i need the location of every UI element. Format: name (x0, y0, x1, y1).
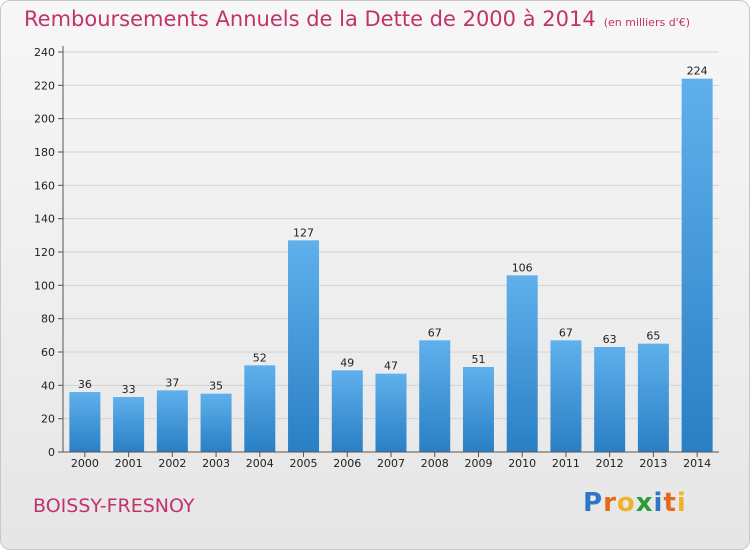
y-tick-label: 200 (34, 113, 55, 126)
data-label-2013: 65 (646, 330, 660, 343)
bar-2009 (462, 367, 494, 452)
bars-group: 36 33 37 35 52 127 49 47 67 51 106 67 63 65 224 (69, 65, 713, 453)
y-tick-label: 120 (34, 246, 55, 259)
x-tick-label-2012: 2012 (596, 457, 624, 470)
data-label-2009: 51 (471, 353, 485, 366)
logo-letter: i (676, 488, 687, 518)
chart-title-text: Remboursements Annuels de la Dette de 20… (24, 7, 596, 31)
logo-letter: P (583, 488, 604, 518)
x-tick-label-2010: 2010 (508, 457, 536, 470)
bar-2003 (200, 393, 232, 452)
x-tick-label-2004: 2004 (246, 457, 274, 470)
y-tick-label: 100 (34, 279, 55, 292)
logo-letter: t (663, 488, 677, 518)
data-label-2010: 106 (512, 261, 533, 274)
data-label-2003: 35 (209, 380, 223, 393)
y-tick-label: 160 (34, 179, 55, 192)
data-label-2007: 47 (384, 360, 398, 373)
logo-letter: x (635, 488, 654, 518)
data-label-2014: 224 (687, 65, 708, 78)
x-tick-label-2013: 2013 (639, 457, 667, 470)
chart-title: Remboursements Annuels de la Dette de 20… (24, 7, 690, 31)
x-tick-label-2011: 2011 (552, 457, 580, 470)
logo-letter: o (616, 488, 636, 518)
y-tick-label: 180 (34, 146, 55, 159)
data-label-2012: 63 (603, 333, 617, 346)
proxiti-logo: Proxiti (583, 488, 687, 518)
data-label-2004: 52 (253, 351, 267, 364)
axes: 0 20 40 60 80 100 120 140 160 180 200 220 240 2000 200… (34, 46, 719, 470)
bar-2007 (375, 373, 407, 452)
data-label-2005: 127 (293, 226, 314, 239)
bar-2010 (506, 275, 538, 452)
logo-letter: r (603, 488, 617, 518)
y-tick-label: 0 (48, 446, 55, 459)
bar-2000 (69, 392, 101, 452)
x-tick-label-2008: 2008 (421, 457, 449, 470)
data-label-2006: 49 (340, 356, 354, 369)
x-tick-label-2006: 2006 (333, 457, 361, 470)
x-tick-label-2001: 2001 (115, 457, 143, 470)
y-tick-label: 240 (34, 46, 55, 59)
x-tick-label-2003: 2003 (202, 457, 230, 470)
logo-letter: i (653, 488, 664, 518)
y-tick-label: 220 (34, 79, 55, 92)
x-tick-label-2002: 2002 (158, 457, 186, 470)
chart-subtitle: (en milliers d'€) (603, 16, 690, 29)
y-tick-label: 60 (41, 346, 55, 359)
bar-2001 (113, 397, 145, 452)
bar-2002 (156, 390, 188, 452)
bar-2012 (594, 347, 626, 452)
data-label-2001: 33 (122, 383, 136, 396)
bar-2008 (419, 340, 451, 452)
bar-2004 (244, 365, 276, 452)
data-label-2011: 67 (559, 326, 573, 339)
x-tick-label-2014: 2014 (683, 457, 711, 470)
city-name: BOISSY-FRESNOY (33, 495, 195, 517)
y-tick-label: 40 (41, 379, 55, 392)
bar-2013 (637, 343, 669, 452)
bar-2005 (288, 240, 320, 452)
bar-2014 (681, 78, 713, 453)
bar-2006 (331, 370, 363, 452)
data-label-2002: 37 (165, 376, 179, 389)
y-tick-label: 20 (41, 413, 55, 426)
y-tick-label: 140 (34, 213, 55, 226)
data-label-2008: 67 (428, 326, 442, 339)
bar-2011 (550, 340, 582, 452)
x-tick-label-2005: 2005 (290, 457, 318, 470)
x-tick-label-2009: 2009 (464, 457, 492, 470)
x-tick-label-2007: 2007 (377, 457, 405, 470)
y-tick-label: 80 (41, 313, 55, 326)
data-label-2000: 36 (78, 378, 92, 391)
x-tick-label-2000: 2000 (71, 457, 99, 470)
